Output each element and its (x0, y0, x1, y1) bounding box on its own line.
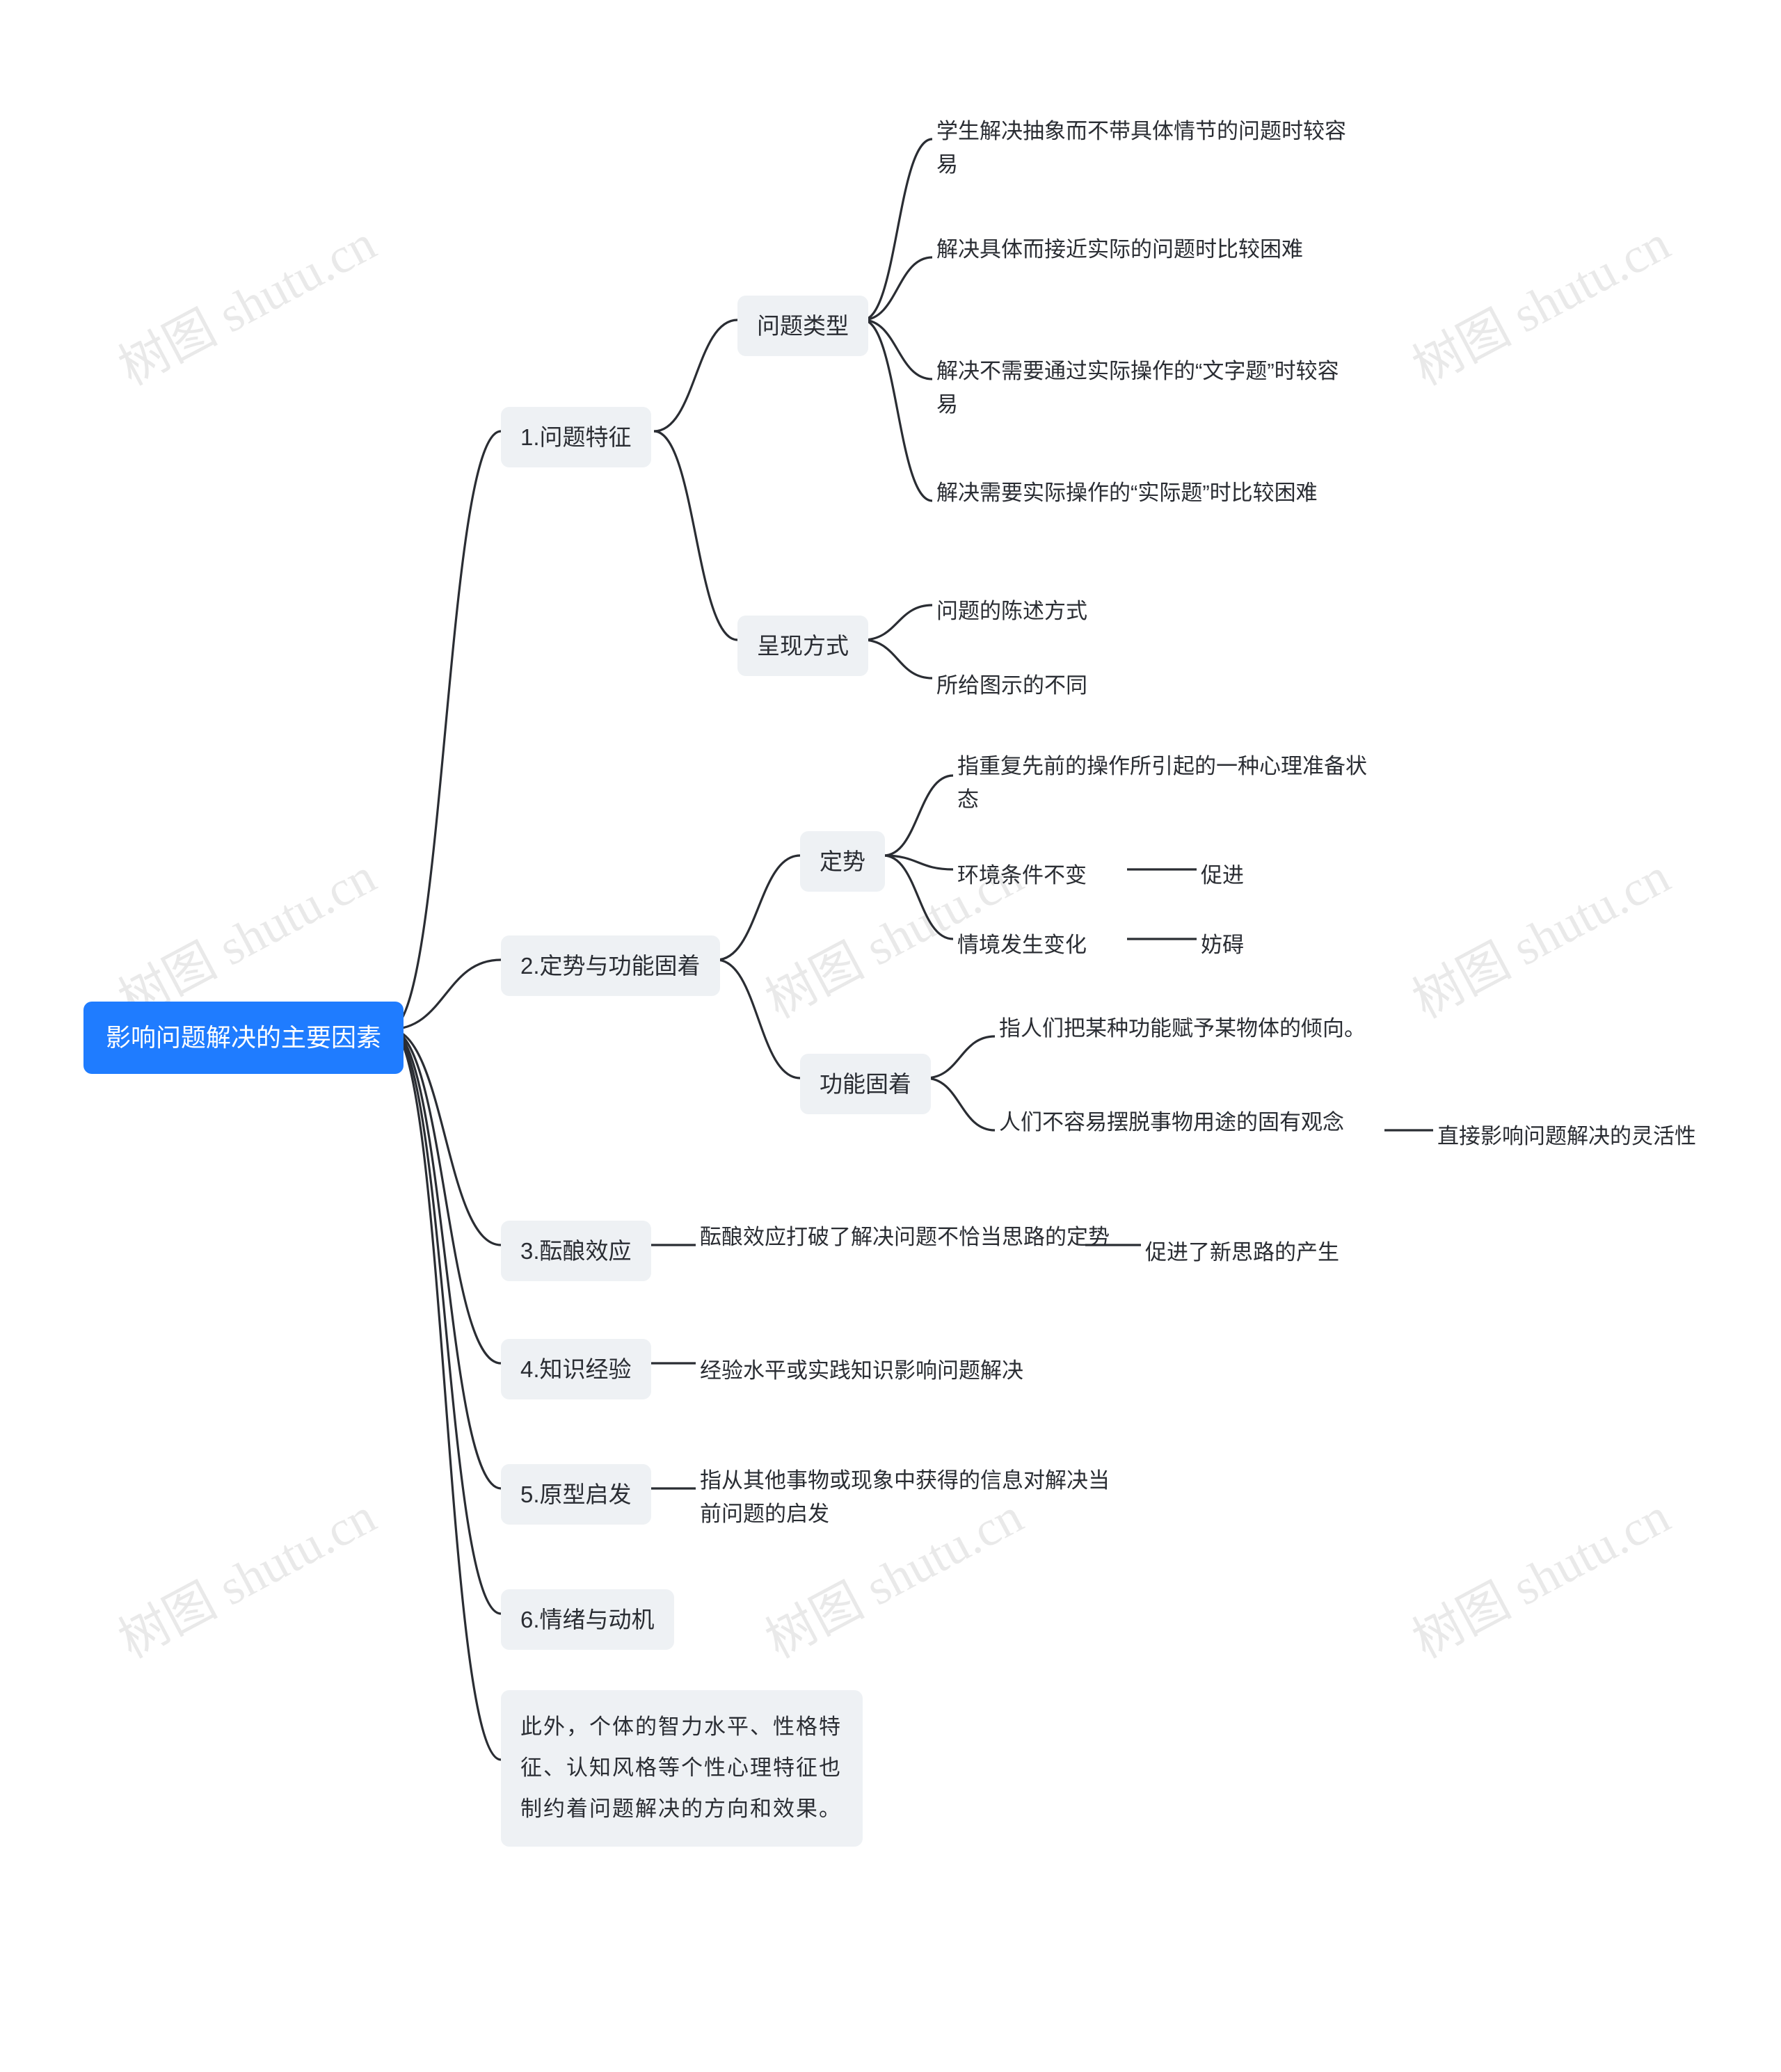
watermark: 树图 shutu.cn (1398, 202, 1680, 399)
leaf-1a3: 解决不需要通过实际操作的“文字题”时较容易 (932, 348, 1364, 428)
watermark: 树图 shutu.cn (104, 1475, 386, 1671)
leaf-2b2: 人们不容易摆脱事物用途的固有观念 (995, 1099, 1348, 1146)
branch-7[interactable]: 此外，个体的智力水平、性格特征、认知风格等个性心理特征也制约着问题解决的方向和效… (501, 1690, 863, 1847)
branch-1a[interactable]: 问题类型 (737, 296, 868, 356)
branch-5[interactable]: 5.原型启发 (501, 1464, 651, 1525)
watermark: 树图 shutu.cn (1398, 1475, 1680, 1671)
leaf-1a1: 学生解决抽象而不带具体情节的问题时较容易 (932, 108, 1364, 188)
watermark: 树图 shutu.cn (104, 202, 386, 399)
watermark: 树图 shutu.cn (1398, 835, 1680, 1031)
leaf-5a: 指从其他事物或现象中获得的信息对解决当前问题的启发 (696, 1457, 1127, 1538)
branch-3[interactable]: 3.酝酿效应 (501, 1221, 651, 1281)
branch-2[interactable]: 2.定势与功能固着 (501, 935, 720, 996)
branch-2b[interactable]: 功能固着 (800, 1054, 931, 1114)
root-node[interactable]: 影响问题解决的主要因素 (83, 1002, 404, 1074)
leaf-4a: 经验水平或实践知识影响问题解决 (696, 1347, 1028, 1395)
leaf-1a2: 解决具体而接近实际的问题时比较困难 (932, 226, 1307, 273)
leaf-3ax: 促进了新思路的产生 (1141, 1229, 1343, 1276)
leaf-2a3x: 妨碍 (1197, 922, 1248, 969)
branch-2a[interactable]: 定势 (800, 831, 885, 892)
branch-1b[interactable]: 呈现方式 (737, 616, 868, 676)
leaf-3a: 酝酿效应打破了解决问题不恰当思路的定势 (696, 1214, 1114, 1261)
branch-1[interactable]: 1.问题特征 (501, 407, 651, 467)
leaf-2a2: 环境条件不变 (953, 852, 1091, 899)
branch-4[interactable]: 4.知识经验 (501, 1339, 651, 1399)
branch-6[interactable]: 6.情绪与动机 (501, 1589, 674, 1650)
mindmap-canvas: 树图 shutu.cn 树图 shutu.cn 树图 shutu.cn 树图 s… (0, 0, 1781, 2072)
leaf-1b1: 问题的陈述方式 (932, 588, 1092, 635)
leaf-1a4: 解决需要实际操作的“实际题”时比较困难 (932, 469, 1322, 517)
leaf-2b1: 指人们把某种功能赋予某物体的倾向。 (995, 1005, 1370, 1052)
leaf-2b2x: 直接影响问题解决的灵活性 (1433, 1113, 1700, 1160)
leaf-2a1: 指重复先前的操作所引起的一种心理准备状态 (953, 743, 1384, 824)
leaf-1b2: 所给图示的不同 (932, 662, 1092, 709)
leaf-2a2x: 促进 (1197, 852, 1248, 899)
leaf-2a3: 情境发生变化 (953, 922, 1091, 969)
